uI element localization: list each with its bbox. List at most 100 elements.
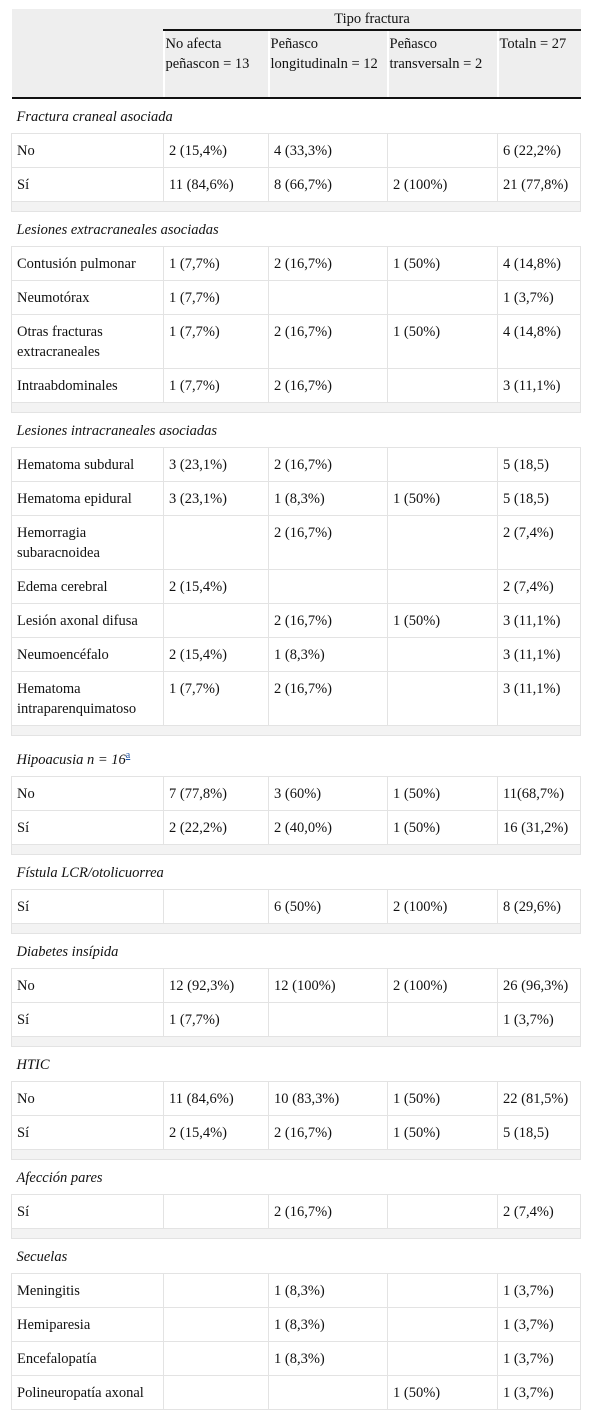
- value-cell: 3 (11,1%): [496, 603, 582, 638]
- value-cell: [163, 1340, 269, 1376]
- group-title: Tipo fractura: [163, 9, 581, 31]
- row-label: No: [11, 133, 164, 168]
- value-cell: 1 (8,3%): [268, 481, 388, 516]
- value-cell: 3 (23,1%): [163, 481, 269, 516]
- table-row: Sí 2 (16,7%) 2 (7,4%): [11, 1193, 582, 1229]
- value-cell: 2 (7,4%): [496, 1193, 582, 1229]
- value-cell: 1 (50%): [387, 1114, 498, 1150]
- value-cell: 4 (14,8%): [496, 246, 582, 281]
- value-cell: 2 (40,0%): [268, 809, 388, 845]
- fracture-type-table: Tipo fractura No afecta peñascon = 13 Pe…: [10, 9, 582, 1410]
- section-title: Afección pares: [16, 1169, 103, 1186]
- section-title-cell: Lesiones extracraneales asociadas: [11, 211, 581, 247]
- table-row: Hematoma epidural 3 (23,1%) 1 (8,3%) 1 (50%…: [11, 481, 582, 516]
- value-cell: 1 (50%): [387, 246, 498, 281]
- section-spacer-row: [10, 1148, 582, 1160]
- section-title-cell: Hipoacusia n = 16a: [11, 735, 581, 777]
- row-label: Sí: [11, 1114, 164, 1150]
- column-header: Totaln = 27: [497, 30, 581, 99]
- row-label: Intraabdominales: [11, 368, 164, 403]
- header-corner-lower: [11, 30, 165, 99]
- value-cell: 4 (33,3%): [268, 133, 388, 168]
- section-header-row: Lesiones extracraneales asociadas: [11, 211, 581, 247]
- table-row: Edema cerebral 2 (15,4%) 2 (7,4%): [11, 569, 582, 604]
- value-cell: 2 (16,7%): [268, 447, 388, 482]
- row-label: Hematoma intraparenquimatoso: [11, 671, 164, 726]
- row-label: Sí: [11, 809, 164, 845]
- section-header-row: Afección pares: [11, 1158, 581, 1195]
- value-cell: 1 (8,3%): [268, 1272, 388, 1308]
- table-row: Contusión pulmonar 1 (7,7%) 2 (16,7%) 1 (50…: [11, 246, 582, 281]
- table-row: Sí 1 (7,7%) 1 (3,7%): [11, 1001, 582, 1037]
- section-spacer-row: [10, 843, 582, 855]
- table-row: Hemiparesia 1 (8,3%) 1 (3,7%): [11, 1306, 582, 1342]
- value-cell: 2 (16,7%): [268, 246, 388, 281]
- value-cell: 2 (15,4%): [163, 637, 269, 672]
- value-cell: 1 (7,7%): [163, 1001, 269, 1037]
- section-spacer-row: [10, 402, 582, 413]
- value-cell: 1 (8,3%): [268, 637, 388, 672]
- section-header-row: Fístula LCR/otolicuorrea: [11, 853, 581, 890]
- table-header: Tipo fractura No afecta peñascon = 13 Pe…: [11, 9, 581, 99]
- footnote-link[interactable]: a: [125, 750, 131, 761]
- value-cell: 1 (7,7%): [163, 314, 269, 369]
- value-cell: [163, 888, 269, 924]
- value-cell: 12 (92,3%): [163, 967, 269, 1003]
- value-cell: 1 (3,7%): [496, 280, 582, 315]
- value-cell: 3 (11,1%): [496, 637, 582, 672]
- column-header: Peñasco longitudinaln = 12: [268, 30, 389, 99]
- value-cell: 1 (3,7%): [496, 1340, 582, 1376]
- table-row: No 11 (84,6%) 10 (83,3%) 1 (50%) 22 (81,5%): [11, 1080, 582, 1116]
- value-cell: [387, 1001, 498, 1037]
- value-cell: 5 (18,5): [496, 481, 582, 516]
- value-cell: [163, 1306, 269, 1342]
- value-cell: [387, 1272, 498, 1308]
- row-label: Edema cerebral: [11, 569, 164, 604]
- section-title: Diabetes insípida: [16, 943, 119, 960]
- value-cell: [268, 1374, 388, 1410]
- section-title-cell: Lesiones intracraneales asociadas: [11, 412, 581, 448]
- row-label: Sí: [11, 888, 164, 924]
- section-title-cell: Secuelas: [11, 1237, 581, 1274]
- value-cell: 10 (83,3%): [268, 1080, 388, 1116]
- value-cell: 6 (50%): [268, 888, 388, 924]
- value-cell: 2 (16,7%): [268, 671, 388, 726]
- value-cell: [387, 447, 498, 482]
- row-label: Hematoma epidural: [11, 481, 164, 516]
- table-row: Hematoma subdural 3 (23,1%) 2 (16,7%) 5 (18…: [11, 447, 582, 482]
- row-label: Hemiparesia: [11, 1306, 164, 1342]
- value-cell: [268, 1001, 388, 1037]
- value-cell: [387, 637, 498, 672]
- value-cell: [163, 515, 269, 570]
- row-label: No: [11, 967, 164, 1003]
- value-cell: [387, 515, 498, 570]
- table-row: Otras fracturas extracraneales 1 (7,7%) 2 …: [11, 314, 582, 369]
- value-cell: 5 (18,5): [496, 1114, 582, 1150]
- value-cell: 2 (15,4%): [163, 1114, 269, 1150]
- section-title: Lesiones extracraneales asociadas: [16, 222, 219, 238]
- section-spacer-row: [10, 201, 582, 212]
- value-cell: 11 (84,6%): [163, 1080, 269, 1116]
- value-cell: [387, 1193, 498, 1229]
- value-cell: 2 (16,7%): [268, 603, 388, 638]
- row-label: Contusión pulmonar: [11, 246, 164, 281]
- row-label: Sí: [11, 1193, 164, 1229]
- section-spacer: [10, 725, 582, 736]
- value-cell: [387, 368, 498, 403]
- value-cell: 1 (50%): [387, 809, 498, 845]
- value-cell: 1 (8,3%): [268, 1306, 388, 1342]
- table-row: Sí 11 (84,6%) 8 (66,7%) 2 (100%) 21 (77,8%): [11, 167, 582, 202]
- value-cell: 2 (22,2%): [163, 809, 269, 845]
- value-cell: 1 (50%): [387, 603, 498, 638]
- value-cell: 16 (31,2%): [496, 809, 582, 845]
- section-title-cell: Diabetes insípida: [11, 932, 581, 969]
- value-cell: 11 (84,6%): [163, 167, 269, 202]
- value-cell: 2 (16,7%): [268, 314, 388, 369]
- section-header-row: Fractura craneal asociada: [11, 97, 581, 134]
- section-spacer: [10, 1227, 582, 1239]
- value-cell: 2 (100%): [387, 167, 498, 202]
- row-label: Polineuropatía axonal: [11, 1374, 164, 1410]
- row-label: Hemorragia subaracnoidea: [11, 515, 164, 570]
- table-row: Neumotórax 1 (7,7%) 1 (3,7%): [11, 280, 582, 315]
- value-cell: 8 (29,6%): [496, 888, 582, 924]
